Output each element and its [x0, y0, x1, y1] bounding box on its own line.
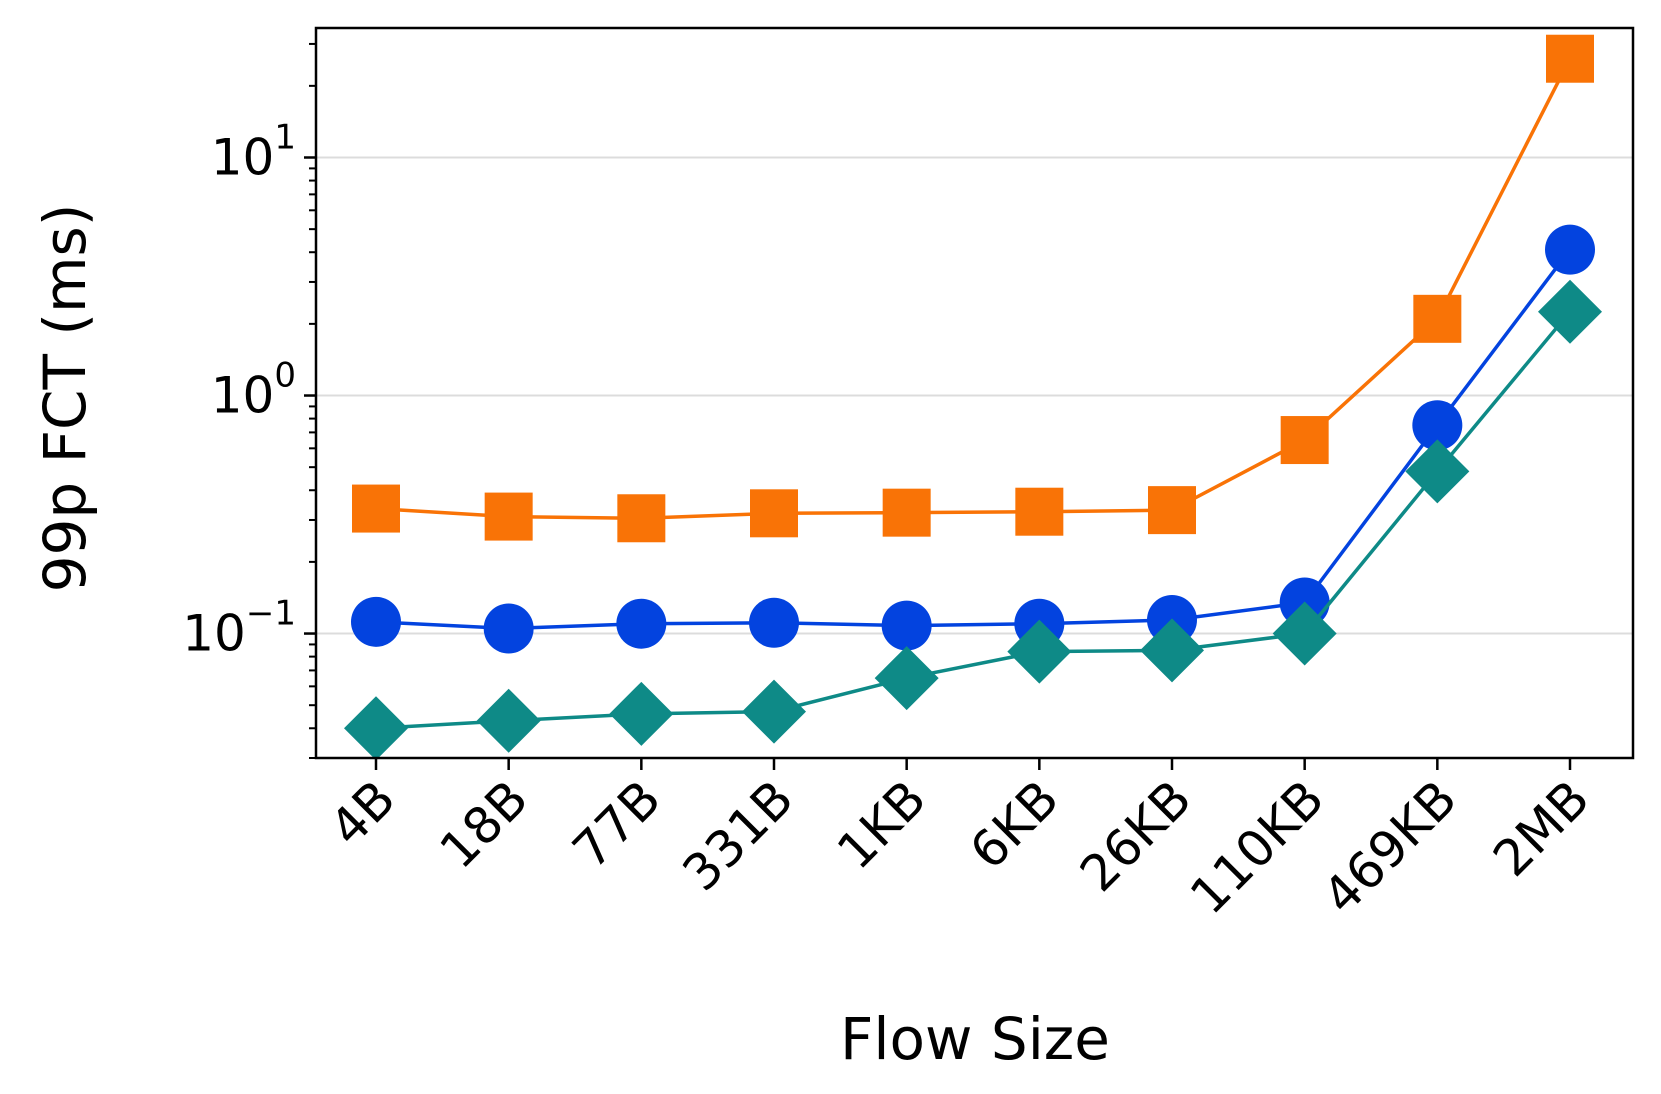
diamond-marker	[344, 696, 408, 761]
y-tick-label: 100	[211, 356, 296, 425]
diamond-marker	[1140, 618, 1204, 683]
circle-marker	[1412, 400, 1463, 451]
diamond-marker	[1007, 619, 1072, 684]
square-marker	[1413, 294, 1462, 343]
circle-marker	[881, 600, 932, 651]
circle-marker	[1545, 224, 1595, 275]
plot-frame	[314, 26, 1635, 760]
series-line	[375, 57, 1572, 521]
diamond-marker	[476, 688, 541, 753]
square-marker	[352, 484, 400, 533]
series-line	[375, 310, 1572, 731]
circle-marker	[483, 603, 534, 654]
circle-marker	[351, 596, 401, 647]
square-marker	[484, 492, 533, 541]
x-axis-title: Flow Size	[840, 1005, 1110, 1073]
square-marker	[750, 489, 798, 538]
square-marker	[882, 488, 931, 537]
square-marker	[1280, 416, 1329, 465]
y-tick-label: 101	[211, 118, 296, 187]
diamond-marker	[609, 681, 674, 746]
diamond-marker	[1538, 279, 1602, 344]
square-marker	[1148, 486, 1196, 535]
circle-marker	[616, 598, 667, 649]
diamond-marker	[1405, 439, 1470, 504]
diamond-marker	[742, 679, 806, 744]
diamond-marker	[1272, 601, 1337, 666]
y-axis: 10−1 100 101	[182, 42, 316, 759]
diamond-marker	[874, 646, 939, 711]
square-marker	[617, 494, 666, 543]
square-marker	[1546, 34, 1594, 83]
series-line	[375, 248, 1572, 631]
y-axis-title: 99p FCT (ms)	[31, 204, 99, 593]
square-marker	[1015, 487, 1064, 536]
series-square	[352, 34, 1594, 543]
gridlines	[316, 156, 1633, 635]
circle-marker	[749, 597, 799, 648]
series-layer	[344, 34, 1602, 761]
series-diamond	[344, 279, 1602, 761]
y-tick-label: 10−1	[182, 594, 296, 663]
